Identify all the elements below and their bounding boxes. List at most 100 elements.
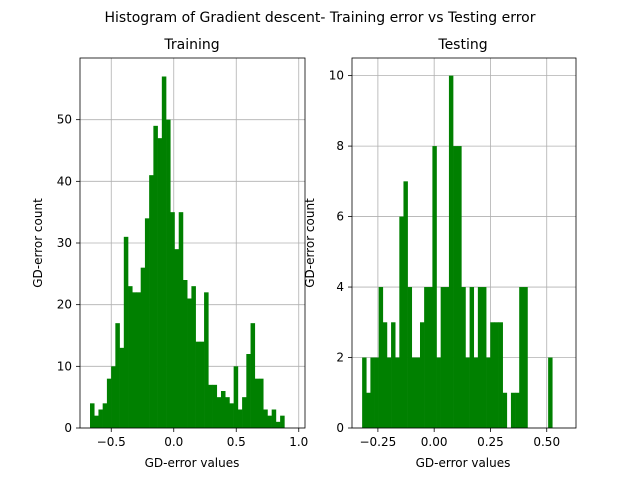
training-bar	[195, 341, 201, 428]
testing-bar	[490, 322, 495, 428]
training-bar	[280, 415, 285, 428]
training-bar	[229, 403, 234, 428]
training-bar	[161, 76, 167, 428]
training-bar	[174, 249, 180, 428]
training-bar	[275, 421, 281, 428]
training-bar	[267, 415, 272, 428]
testing-bar	[453, 146, 458, 428]
testing-x-tick-label: 0.25	[477, 435, 504, 449]
training-bar	[259, 378, 264, 428]
testing-bar	[395, 357, 400, 428]
training-bar	[136, 292, 141, 428]
testing-bar	[440, 287, 446, 428]
training-bar	[246, 354, 251, 428]
testing-x-tick-label: 0.00	[421, 435, 448, 449]
testing-bar	[510, 392, 516, 428]
training-bar	[178, 212, 184, 428]
testing-bar	[465, 357, 470, 428]
training-bar	[157, 138, 163, 428]
testing-bar	[362, 357, 367, 428]
testing-bar	[415, 357, 421, 428]
training-bar	[250, 323, 256, 428]
training-bar	[94, 415, 99, 428]
training-y-tick-label: 50	[57, 113, 72, 127]
training-x-tick-label: −0.5	[97, 435, 126, 449]
testing-bar	[432, 146, 437, 428]
testing-axes-frame	[351, 57, 577, 429]
testing-bar	[461, 287, 466, 428]
testing-y-tick-label: 0	[336, 421, 344, 435]
training-ylabel: GD-error count	[31, 198, 45, 288]
training-bar	[212, 384, 218, 428]
testing-bar	[502, 392, 508, 428]
training-bar	[233, 366, 239, 428]
training-x-tick-label: 0.0	[164, 435, 183, 449]
training-bar	[271, 409, 277, 428]
figure-title: Histogram of Gradient descent- Training …	[105, 10, 536, 26]
testing-bar	[523, 287, 528, 428]
training-bar	[106, 378, 112, 428]
training-y-tick-label: 0	[64, 421, 72, 435]
testing-bar	[424, 287, 429, 428]
testing-ylabel: GD-error count	[303, 198, 317, 288]
training-bar	[90, 403, 95, 428]
training-bar	[115, 323, 120, 428]
testing-title: Testing	[437, 37, 487, 53]
testing-y-tick-label: 2	[336, 351, 344, 365]
testing-bar	[473, 357, 479, 428]
testing-histogram: Testing GD-error values GD-error count −…	[303, 37, 577, 470]
training-bar	[204, 292, 209, 428]
testing-bar	[494, 322, 499, 428]
training-bar	[144, 218, 150, 428]
training-histogram: Training GD-error values GD-error count …	[31, 37, 308, 470]
testing-bar	[548, 357, 553, 428]
testing-bar	[457, 146, 462, 428]
testing-x-tick-label: −0.25	[359, 435, 396, 449]
testing-bar	[481, 287, 487, 428]
testing-bars	[362, 75, 553, 428]
training-bar	[140, 267, 146, 428]
testing-y-tick-label: 6	[336, 210, 344, 224]
training-bar	[98, 409, 103, 428]
testing-bar	[399, 216, 404, 428]
testing-bar	[469, 287, 475, 428]
testing-bar	[477, 287, 483, 428]
testing-bar	[370, 357, 375, 428]
testing-bar	[486, 357, 491, 428]
testing-bar	[419, 322, 425, 428]
training-y-tick-label: 40	[57, 174, 72, 188]
training-x-tick-label: 0.5	[227, 435, 246, 449]
testing-bar	[444, 287, 450, 428]
testing-y-tick-label: 4	[336, 280, 344, 294]
testing-bar	[436, 357, 441, 428]
testing-y-tick-label: 10	[329, 69, 344, 83]
training-bar	[237, 409, 243, 428]
training-bar	[170, 212, 175, 428]
training-bar	[199, 341, 205, 428]
training-bar	[149, 175, 154, 428]
testing-bar	[386, 357, 392, 428]
testing-bar	[378, 287, 384, 428]
training-bars	[90, 76, 285, 429]
training-bar	[132, 292, 137, 428]
training-bar	[123, 236, 129, 428]
training-bar	[263, 409, 268, 428]
training-bar	[191, 286, 196, 428]
training-bar	[102, 403, 108, 428]
testing-bar	[498, 322, 503, 428]
testing-bar	[366, 392, 371, 428]
training-xlabel: GD-error values	[145, 456, 240, 470]
testing-x-tick-label: 0.50	[533, 435, 560, 449]
training-bar	[119, 347, 125, 428]
testing-bar	[428, 287, 433, 428]
training-x-tick-label: 1.0	[289, 435, 308, 449]
training-bar	[225, 397, 230, 428]
testing-bar	[411, 357, 417, 428]
training-bar	[182, 280, 188, 428]
testing-bar	[519, 287, 524, 428]
training-y-tick-label: 30	[57, 236, 72, 250]
training-bar	[216, 397, 222, 428]
testing-bar	[391, 322, 396, 428]
testing-y-tick-label: 8	[336, 139, 344, 153]
